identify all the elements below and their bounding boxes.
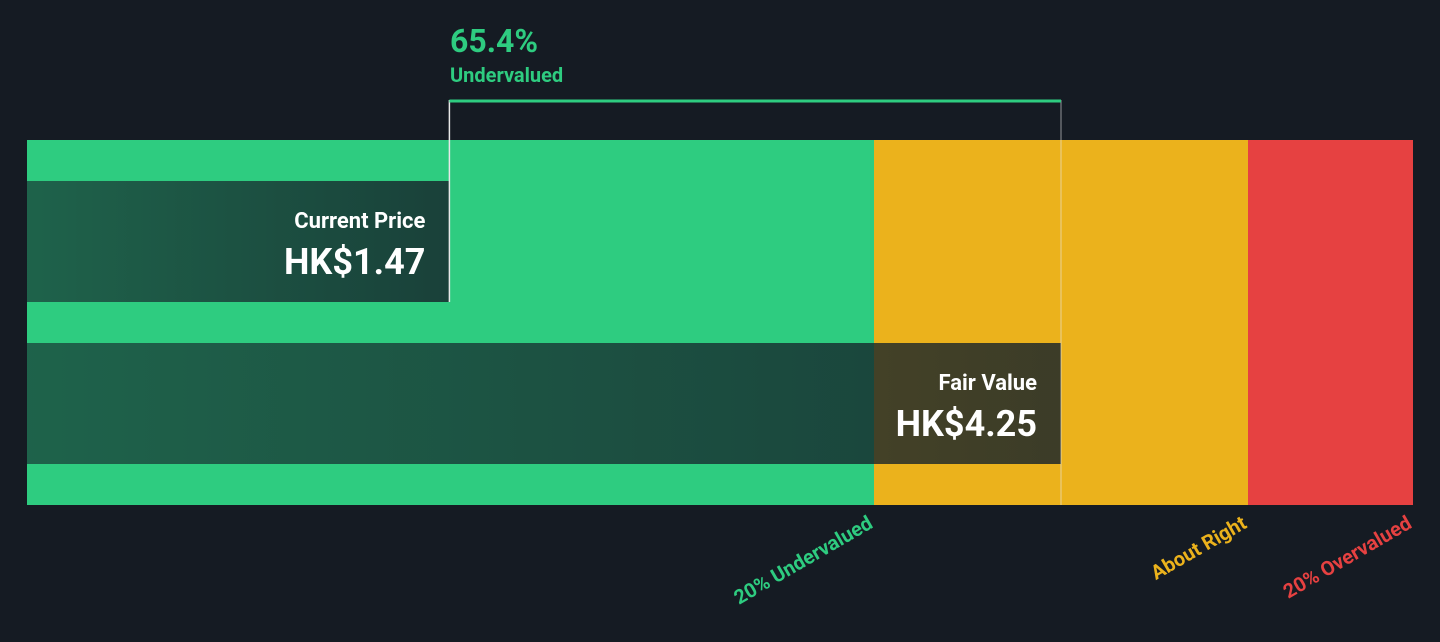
bar-name: Current Price [294,209,425,234]
zone-label: 20% Overvalued [1279,511,1416,604]
value-bar [27,181,450,302]
bar-value: HK$1.47 [284,241,425,283]
zone-label: 20% Undervalued [729,511,876,610]
bar-name: Fair Value [938,371,1037,396]
zone [1248,140,1413,505]
zone-label: About Right [1146,510,1250,584]
discount-text: Undervalued [450,63,563,87]
discount-value: 65.4% [450,22,538,60]
bar-value: HK$4.25 [896,403,1037,445]
value-bar [27,343,1061,464]
